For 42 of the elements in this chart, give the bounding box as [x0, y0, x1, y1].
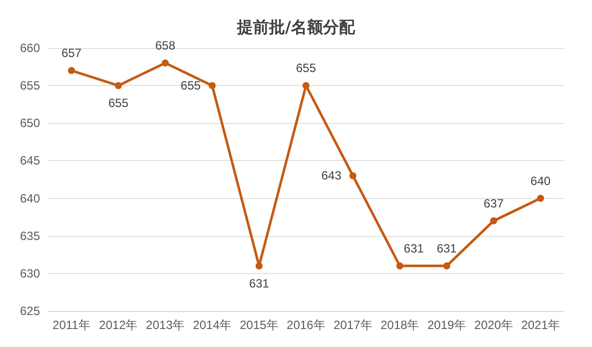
- data-label: 658: [155, 38, 176, 53]
- point: [68, 67, 75, 74]
- point: [396, 262, 404, 270]
- data-label: 655: [180, 78, 201, 93]
- x-tick-label: 2016年: [286, 318, 326, 332]
- point: [256, 262, 263, 270]
- x-tick-label: 2019年: [427, 318, 466, 332]
- point: [443, 262, 450, 270]
- x-tick-label: 2011年: [52, 318, 90, 332]
- data-label: 655: [108, 96, 129, 110]
- x-tick-label: 2014年: [192, 318, 232, 332]
- point: [537, 194, 544, 202]
- point: [349, 172, 356, 180]
- y-tick-label: 650: [20, 116, 40, 130]
- x-tick-label: 2020年: [474, 318, 513, 332]
- point: [162, 60, 169, 67]
- y-tick-label: 640: [20, 191, 40, 206]
- data-label: 631: [436, 241, 458, 256]
- y-tick-label: 625: [20, 304, 40, 318]
- x-tick-label: 2018年: [380, 318, 420, 332]
- data-label: 631: [249, 276, 270, 290]
- point: [114, 82, 122, 90]
- chart-title: 提前批/名额分配: [236, 18, 356, 36]
- data-label: 631: [404, 241, 424, 256]
- data-label: 657: [61, 46, 82, 60]
- point: [302, 82, 310, 90]
- y-tick-label: 655: [20, 78, 40, 93]
- y-tick-label: 630: [20, 266, 40, 280]
- point: [490, 217, 498, 224]
- x-tick-label: 2012年: [99, 318, 138, 332]
- data-label: 655: [296, 61, 316, 76]
- data-label: 643: [321, 168, 342, 183]
- y-tick-label: 645: [20, 154, 40, 168]
- x-tick-label: 2015年: [240, 318, 278, 332]
- data-label: 640: [530, 174, 551, 188]
- y-tick-label: 660: [20, 41, 40, 55]
- x-tick-label: 2017年: [334, 318, 372, 332]
- y-tick-label: 635: [20, 228, 40, 243]
- point: [208, 82, 216, 90]
- x-tick-label: 2013年: [146, 318, 185, 332]
- data-label: 637: [484, 196, 504, 210]
- x-tick-label: 2021年: [521, 318, 560, 332]
